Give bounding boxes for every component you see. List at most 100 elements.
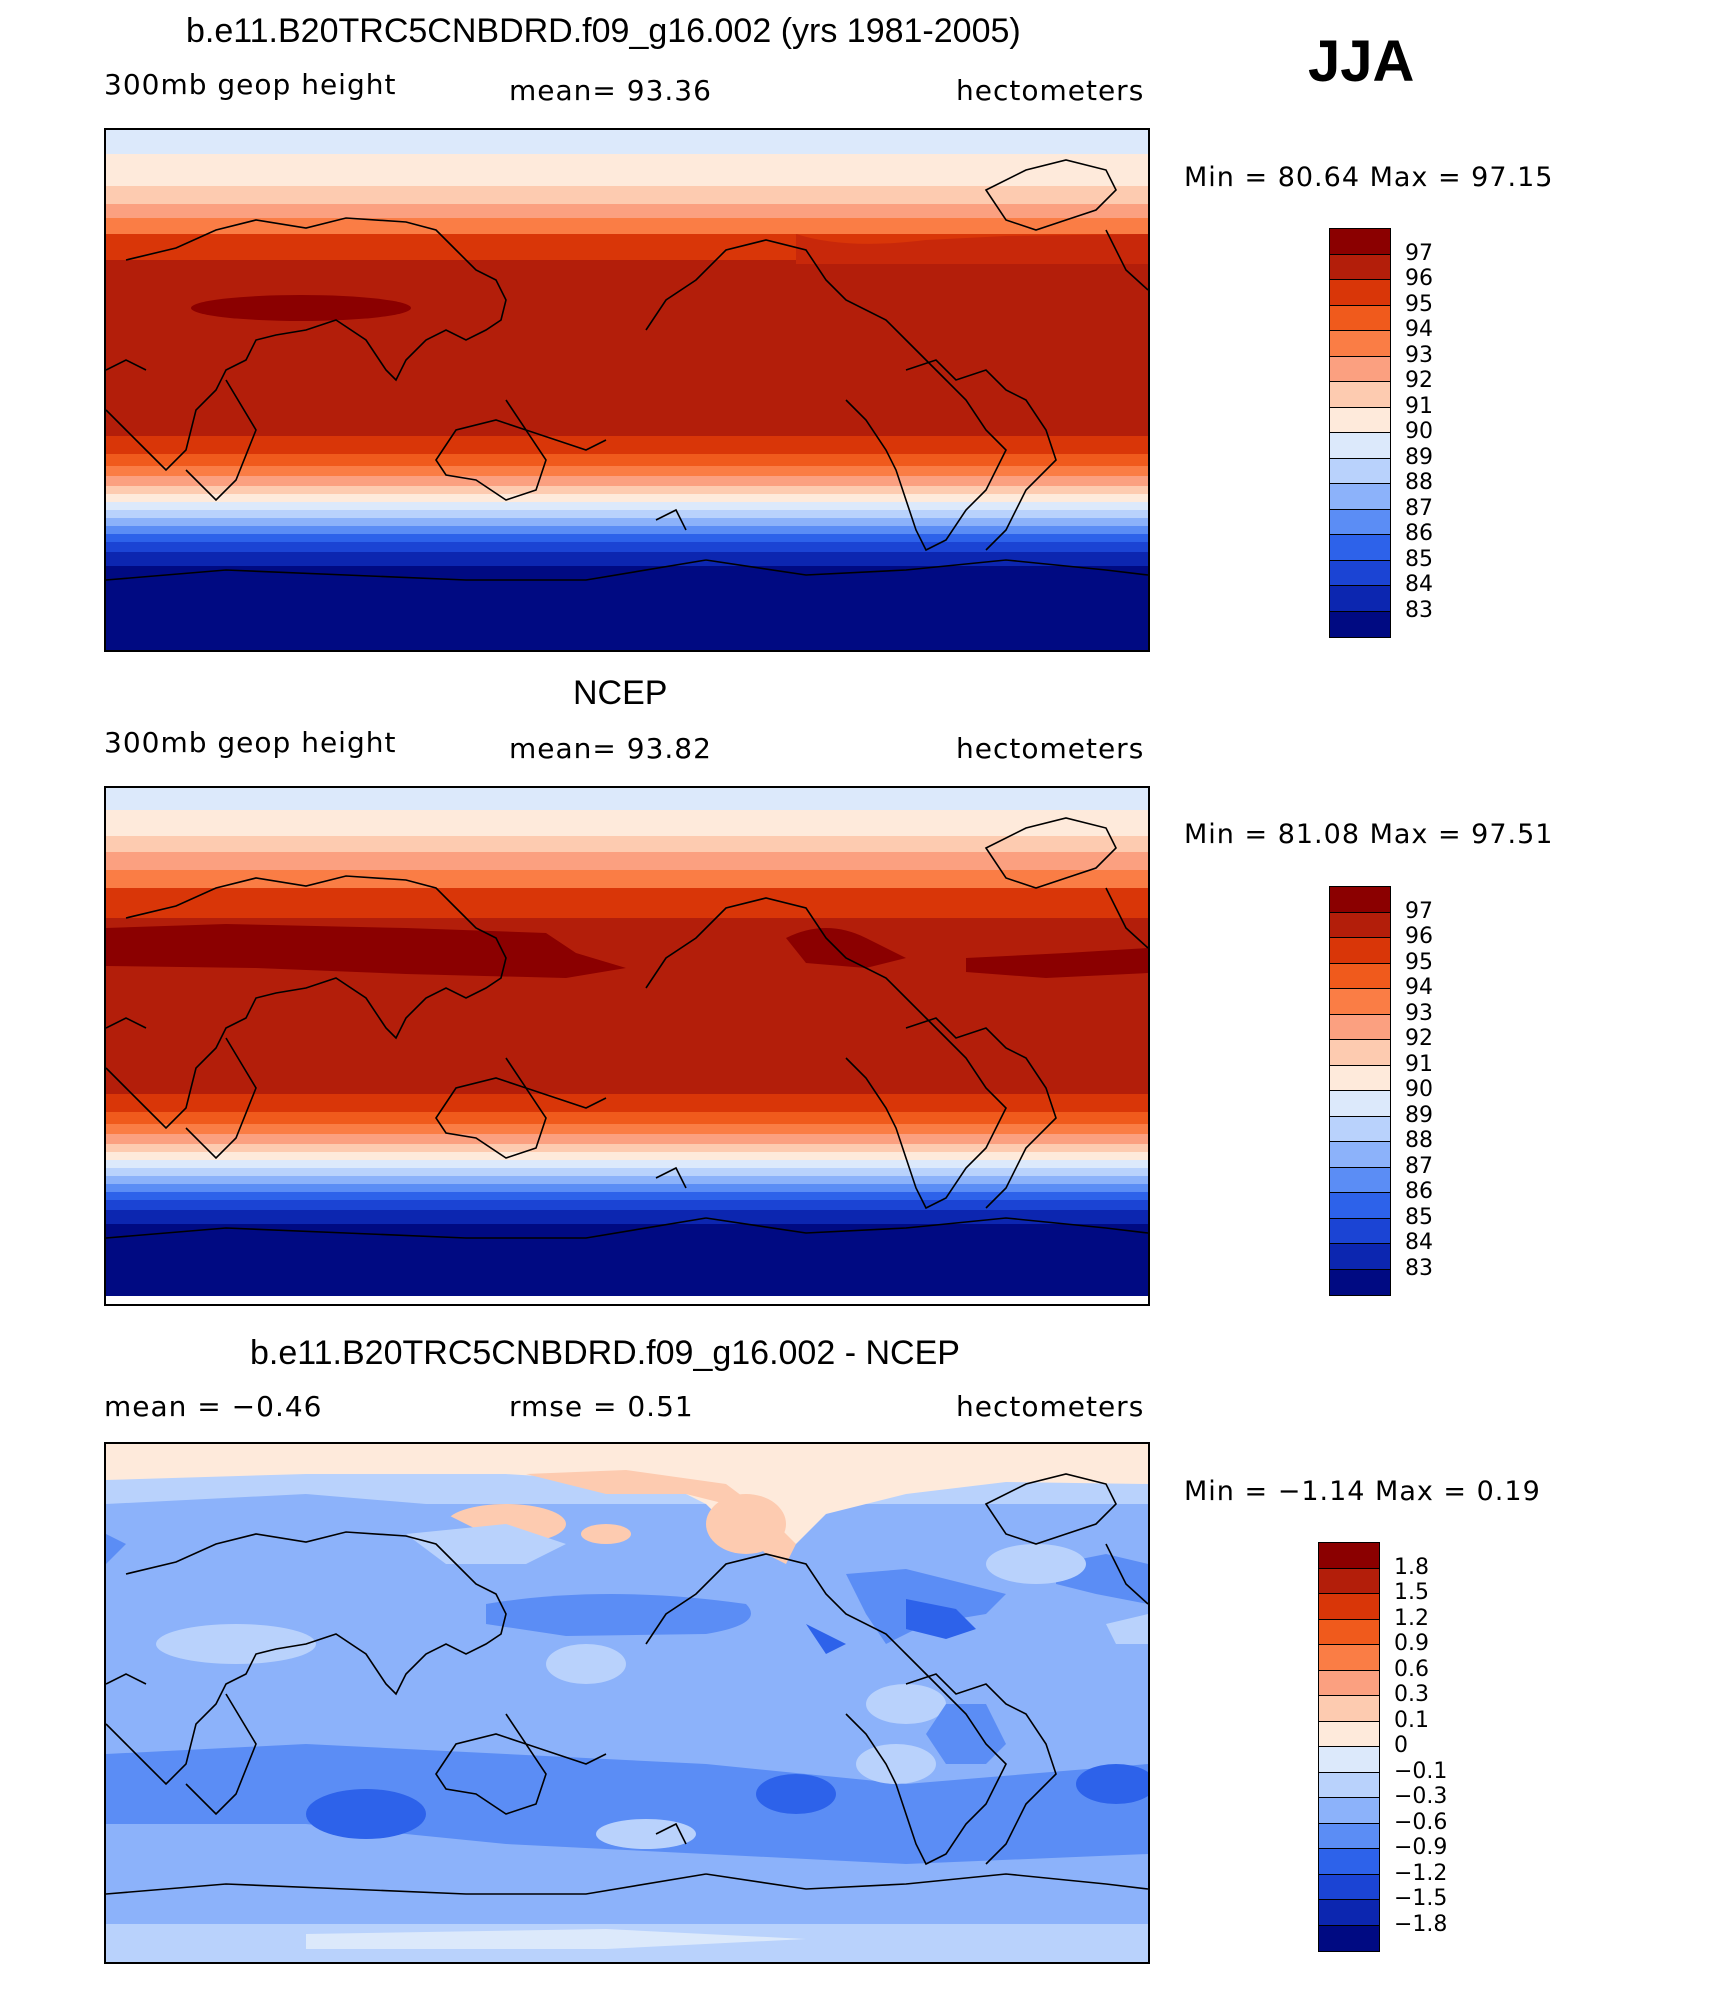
colorbar-swatch [1330, 356, 1390, 382]
colorbar-label: 84 [1405, 1230, 1433, 1255]
colorbar-swatch [1330, 887, 1390, 913]
colorbar-swatch [1319, 1772, 1379, 1798]
colorbar-label: 84 [1405, 572, 1433, 597]
colorbar-label: 86 [1405, 521, 1433, 546]
colorbar-swatch [1330, 484, 1390, 510]
colorbar-label: 88 [1405, 1128, 1433, 1153]
colorbar-label: 90 [1405, 1077, 1433, 1102]
panel-2-units-label: hectometers [956, 732, 1145, 765]
colorbar-swatch [1330, 254, 1390, 280]
panel-2-variable-label: 300mb geop height [104, 726, 397, 759]
panel-1-contour-plot [106, 130, 1148, 650]
colorbar-label: −1.2 [1394, 1860, 1448, 1886]
colorbar-label: 0.3 [1394, 1682, 1429, 1707]
colorbar-swatch [1319, 1670, 1379, 1696]
colorbar-label: 85 [1405, 546, 1433, 572]
colorbar-swatch [1319, 1543, 1379, 1569]
colorbar-label: −0.9 [1394, 1835, 1448, 1860]
colorbar-swatch [1330, 1244, 1390, 1270]
panel-2-mean-label: mean= 93.82 [509, 732, 712, 765]
panel-2-title: NCEP [573, 674, 668, 712]
panel-1-units-label: hectometers [956, 74, 1145, 107]
colorbar-label: −0.1 [1394, 1758, 1448, 1784]
colorbar-label: 92 [1405, 1026, 1433, 1051]
colorbar-label: −0.3 [1394, 1784, 1448, 1809]
panel-3-units-label: hectometers [956, 1390, 1145, 1423]
colorbar-label: 94 [1405, 317, 1433, 342]
colorbar-swatch [1330, 458, 1390, 484]
colorbar-swatch [1319, 1823, 1379, 1849]
panel-1-map [104, 128, 1150, 652]
colorbar-swatch [1330, 382, 1390, 408]
colorbar-swatch [1330, 1193, 1390, 1219]
colorbar-label: 91 [1405, 393, 1433, 419]
colorbar-swatch [1319, 1721, 1379, 1747]
colorbar-swatch [1330, 331, 1390, 357]
panel-3-contour-plot [106, 1444, 1148, 1962]
colorbar-label: 1.8 [1394, 1554, 1429, 1580]
panel-2-map [104, 786, 1150, 1306]
colorbar-label: −0.6 [1394, 1809, 1448, 1835]
colorbar-label: 87 [1405, 495, 1433, 521]
colorbar-label: 0.6 [1394, 1656, 1429, 1682]
panel-1-variable-label: 300mb geop height [104, 68, 397, 101]
panel-3-map [104, 1442, 1150, 1964]
colorbar-label: 89 [1405, 1102, 1433, 1128]
colorbar-label: 1.5 [1394, 1580, 1429, 1605]
colorbar-swatch [1330, 586, 1390, 612]
colorbar-swatch [1319, 1568, 1379, 1594]
colorbar-label: 0.9 [1394, 1631, 1429, 1656]
panel-3-title: b.e11.B20TRC5CNBDRD.f09_g16.002 - NCEP [250, 1334, 960, 1372]
colorbar-label: 87 [1405, 1153, 1433, 1179]
colorbar-swatch [1330, 1142, 1390, 1168]
colorbar-label: 83 [1405, 1255, 1433, 1281]
colorbar-swatch [1330, 280, 1390, 306]
colorbar-label: 88 [1405, 470, 1433, 495]
colorbar-swatch [1330, 1269, 1390, 1295]
colorbar-swatch [1330, 1014, 1390, 1040]
panel-1-title: b.e11.B20TRC5CNBDRD.f09_g16.002 (yrs 198… [186, 12, 1021, 50]
colorbar-label: 95 [1405, 949, 1433, 975]
colorbar-label: 97 [1405, 898, 1433, 924]
colorbar-label: 83 [1405, 597, 1433, 623]
panel-2-minmax: Min = 81.08 Max = 97.51 [1184, 819, 1554, 850]
colorbar-swatch [1330, 1218, 1390, 1244]
colorbar-swatch [1330, 305, 1390, 331]
colorbar-label: 86 [1405, 1179, 1433, 1204]
colorbar-swatch [1330, 560, 1390, 586]
colorbar-label: 93 [1405, 1000, 1433, 1026]
colorbar-label: 1.2 [1394, 1605, 1429, 1631]
colorbar-label: 85 [1405, 1204, 1433, 1230]
colorbar-swatch [1319, 1594, 1379, 1620]
colorbar-label: 95 [1405, 291, 1433, 317]
colorbar-label: −1.5 [1394, 1886, 1448, 1911]
colorbar-label: 93 [1405, 342, 1433, 368]
panel-2-contour-plot [106, 788, 1148, 1304]
colorbar-swatch [1330, 229, 1390, 255]
colorbar-swatch [1319, 1645, 1379, 1671]
panel-3-minmax: Min = −1.14 Max = 0.19 [1184, 1476, 1541, 1507]
colorbar-label: 0.1 [1394, 1707, 1429, 1733]
colorbar-swatch [1330, 611, 1390, 637]
colorbar-swatch [1330, 963, 1390, 989]
colorbar-label: 0 [1394, 1733, 1408, 1758]
panel-1-mean-label: mean= 93.36 [509, 74, 712, 107]
colorbar-swatch [1330, 1091, 1390, 1117]
colorbar-swatch [1330, 535, 1390, 561]
colorbar-label: −1.8 [1394, 1911, 1448, 1937]
panel-3-mean-label: mean = −0.46 [104, 1390, 323, 1423]
colorbar-swatch [1319, 1798, 1379, 1824]
colorbar-label: 94 [1405, 975, 1433, 1000]
colorbar-label: 90 [1405, 419, 1433, 444]
colorbar-label: 92 [1405, 368, 1433, 393]
colorbar-swatch [1330, 407, 1390, 433]
colorbar-swatch [1330, 938, 1390, 964]
colorbar-swatch [1319, 1696, 1379, 1722]
colorbar-swatch [1330, 989, 1390, 1015]
colorbar-swatch [1330, 1065, 1390, 1091]
colorbar-swatch [1319, 1747, 1379, 1773]
colorbar-swatch [1330, 509, 1390, 535]
colorbar-swatch [1319, 1849, 1379, 1875]
colorbar-swatch [1319, 1900, 1379, 1926]
colorbar-label: 96 [1405, 924, 1433, 949]
